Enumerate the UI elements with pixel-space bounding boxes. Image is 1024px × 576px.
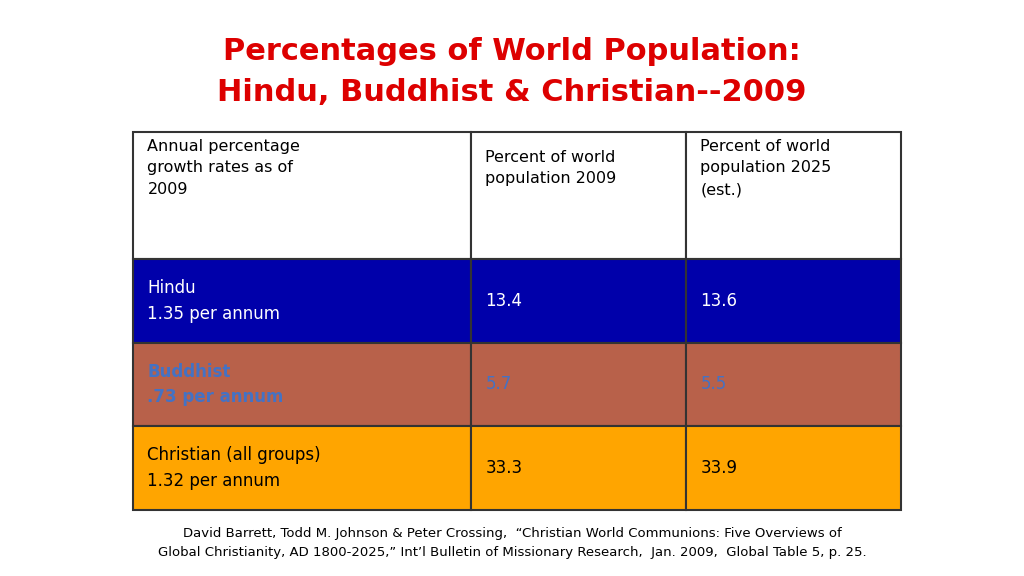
FancyBboxPatch shape [133,426,471,510]
FancyBboxPatch shape [686,343,901,426]
Text: 13.4: 13.4 [485,292,522,310]
FancyBboxPatch shape [686,132,901,259]
FancyBboxPatch shape [471,132,686,259]
Text: Percentages of World Population:: Percentages of World Population: [223,37,801,66]
FancyBboxPatch shape [471,259,686,343]
Text: 5.5: 5.5 [700,376,727,393]
FancyBboxPatch shape [133,343,471,426]
Text: Buddhist
.73 per annum: Buddhist .73 per annum [147,363,284,406]
FancyBboxPatch shape [686,259,901,343]
Text: Percent of world
population 2009: Percent of world population 2009 [485,150,616,186]
FancyBboxPatch shape [133,259,471,343]
Text: Christian (all groups)
1.32 per annum: Christian (all groups) 1.32 per annum [147,446,322,490]
Text: 5.7: 5.7 [485,376,512,393]
Text: David Barrett, Todd M. Johnson & Peter Crossing,  “Christian World Communions: F: David Barrett, Todd M. Johnson & Peter C… [158,527,866,559]
FancyBboxPatch shape [133,132,471,259]
Text: Hindu
1.35 per annum: Hindu 1.35 per annum [147,279,281,323]
Text: Hindu, Buddhist & Christian--2009: Hindu, Buddhist & Christian--2009 [217,78,807,107]
FancyBboxPatch shape [471,343,686,426]
Text: Percent of world
population 2025
(est.): Percent of world population 2025 (est.) [700,139,831,197]
Text: 33.9: 33.9 [700,459,737,477]
FancyBboxPatch shape [686,426,901,510]
Text: Annual percentage
growth rates as of
2009: Annual percentage growth rates as of 200… [147,139,300,197]
Text: 33.3: 33.3 [485,459,522,477]
Text: 13.6: 13.6 [700,292,737,310]
FancyBboxPatch shape [471,426,686,510]
